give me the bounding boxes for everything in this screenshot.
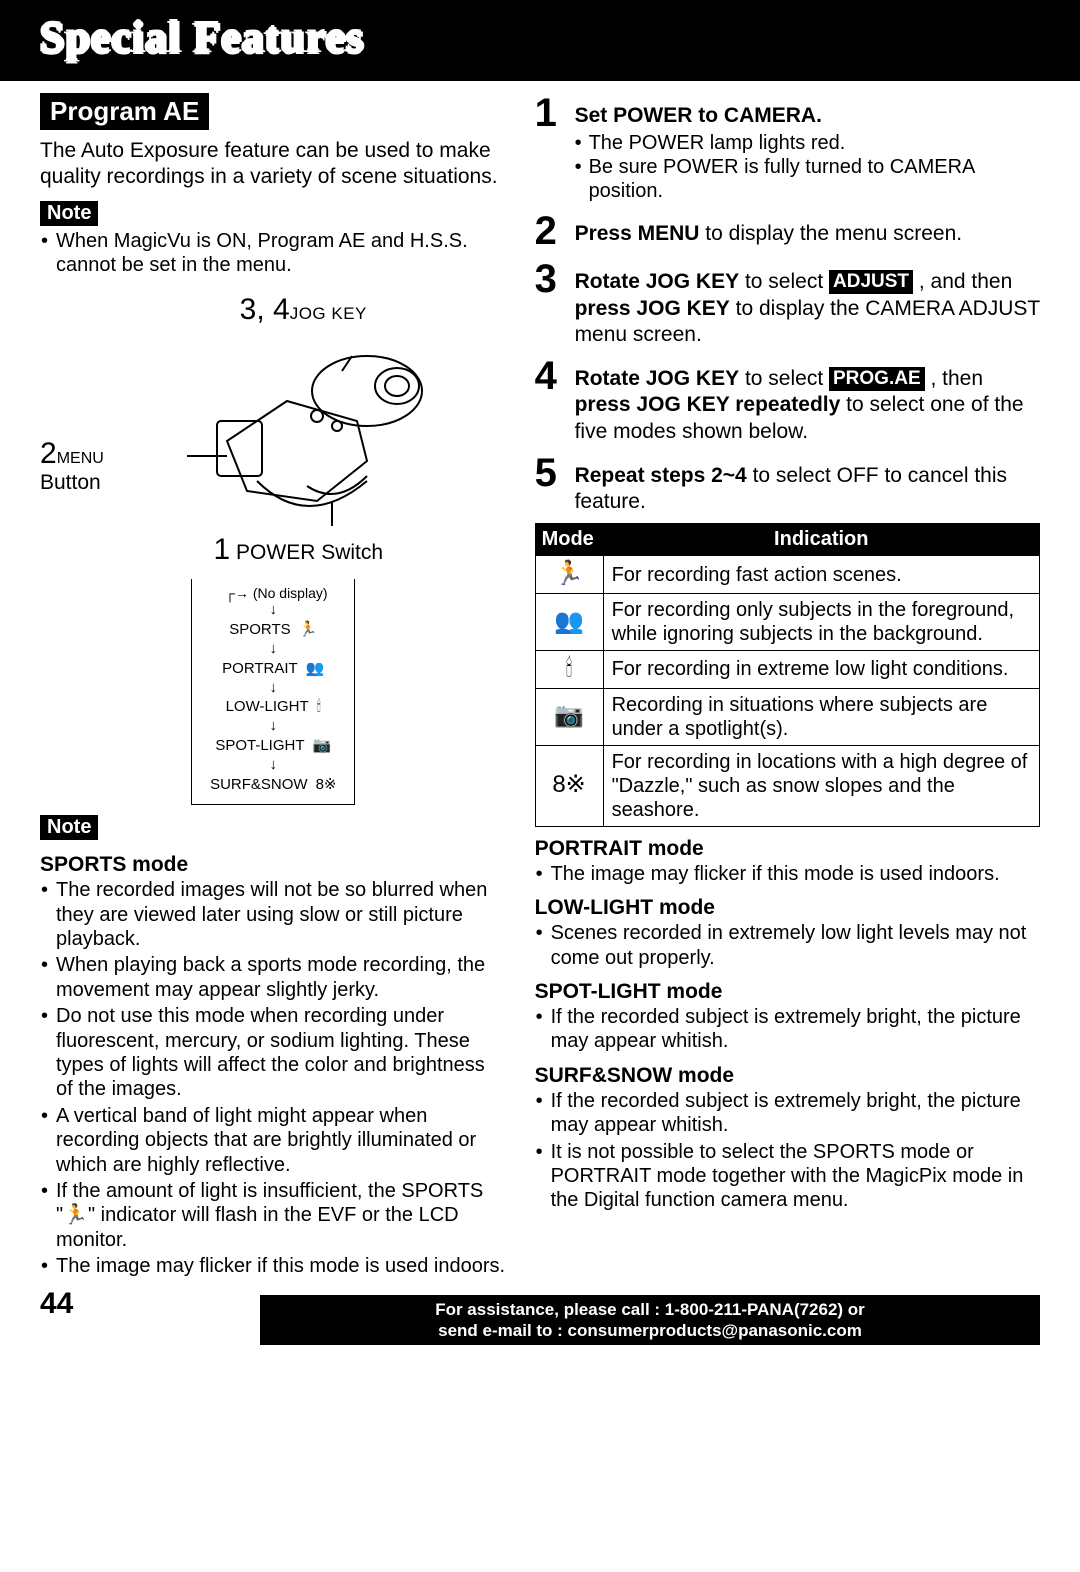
step-text: Rotate JOG KEY to select PROG.AE , then …: [575, 367, 1024, 443]
list-item: A vertical band of light might appear wh…: [40, 1104, 507, 1177]
sports-icon: 🏃: [299, 620, 318, 638]
list-item: Scenes recorded in extremely low light l…: [535, 921, 1040, 970]
list-item: If the recorded subject is extremely bri…: [535, 1005, 1040, 1054]
list-item: It is not possible to select the SPORTS …: [535, 1140, 1040, 1213]
portrait-icon: 👥: [306, 659, 325, 677]
left-column: Program AE The Auto Exposure feature can…: [40, 93, 507, 1281]
table-row: 👥 For recording only subjects in the for…: [535, 594, 1039, 651]
table-header-indication: Indication: [603, 524, 1039, 556]
note-badge-1: Note: [40, 201, 98, 226]
list-item: When playing back a sports mode recordin…: [40, 953, 507, 1002]
spotlight-heading: SPOT-LIGHT mode: [535, 980, 1040, 1004]
mode-table: Mode Indication 🏃 For recording fast act…: [535, 523, 1040, 827]
surfsnow-icon: 8※: [535, 745, 603, 826]
portrait-heading: PORTRAIT mode: [535, 837, 1040, 861]
step-text: Set POWER to CAMERA.: [575, 104, 822, 127]
spotlight-icon: 📷: [313, 736, 332, 754]
jog-key-label: 3, 4JOG KEY: [100, 293, 507, 327]
mode-notes: PORTRAIT mode The image may flicker if t…: [535, 837, 1040, 1213]
page-content: Program AE The Auto Exposure feature can…: [0, 81, 1080, 1281]
table-cell: For recording fast action scenes.: [603, 556, 1039, 594]
list-item: If the amount of light is insufficient, …: [40, 1179, 507, 1252]
table-header-mode: Mode: [535, 524, 603, 556]
assistance-footer: For assistance, please call : 1-800-211-…: [260, 1295, 1040, 1346]
step-text: Repeat steps 2~4 to select OFF to cancel…: [575, 464, 1007, 513]
page-number: 44: [40, 1287, 73, 1321]
intro-text: The Auto Exposure feature can be used to…: [40, 138, 507, 191]
table-row: 📷 Recording in situations where subjects…: [535, 688, 1039, 745]
step-text: Rotate JOG KEY to select ADJUST , and th…: [575, 270, 1040, 346]
table-cell: For recording in extreme low light condi…: [603, 651, 1039, 689]
table-row: 8※ For recording in locations with a hig…: [535, 745, 1039, 826]
sports-bullets: The recorded images will not be so blurr…: [40, 878, 507, 1278]
step-2: 2 Press MENU to display the menu screen.: [535, 211, 1040, 251]
list-item: The image may flicker if this mode is us…: [40, 1254, 507, 1278]
step-text: Press MENU to display the menu screen.: [575, 222, 963, 245]
header-title: Special Features: [40, 13, 364, 62]
camera-diagram: 3, 4JOG KEY 2MENU Button: [40, 293, 507, 805]
page-header: Special Features: [0, 0, 1080, 81]
list-item: The POWER lamp lights red.: [575, 131, 1040, 155]
footer: 44 For assistance, please call : 1-800-2…: [0, 1281, 1080, 1362]
step-4: 4 Rotate JOG KEY to select PROG.AE , the…: [535, 356, 1040, 445]
list-item: Do not use this mode when recording unde…: [40, 1004, 507, 1102]
surfsnow-heading: SURF&SNOW mode: [535, 1064, 1040, 1088]
section-title: Program AE: [40, 93, 209, 130]
sports-icon: 🏃: [535, 556, 603, 594]
camcorder-illustration: [157, 331, 457, 531]
mode-flow-diagram: ┌→ (No display) ↓ SPORTS 🏃 ↓ PORTRAIT 👥 …: [191, 579, 355, 805]
spotlight-icon: 📷: [535, 688, 603, 745]
step-3: 3 Rotate JOG KEY to select ADJUST , and …: [535, 259, 1040, 348]
table-cell: For recording in locations with a high d…: [603, 745, 1039, 826]
lowlight-icon: 🕯: [317, 698, 321, 715]
portrait-icon: 👥: [535, 594, 603, 651]
surfsnow-icon: 8※: [316, 775, 337, 793]
lowlight-icon: 🕯: [535, 651, 603, 689]
table-cell: Recording in situations where subjects a…: [603, 688, 1039, 745]
table-cell: For recording only subjects in the foreg…: [603, 594, 1039, 651]
list-item: The image may flicker if this mode is us…: [535, 862, 1040, 886]
steps-list: 1 Set POWER to CAMERA. The POWER lamp li…: [535, 93, 1040, 515]
note-badge-2: Note: [40, 815, 98, 840]
power-switch-label: 1 POWER Switch: [90, 533, 507, 567]
menu-label: 2MENU Button: [40, 437, 104, 495]
table-row: 🏃 For recording fast action scenes.: [535, 556, 1039, 594]
list-item: Be sure POWER is fully turned to CAMERA …: [575, 155, 1040, 203]
step-5: 5 Repeat steps 2~4 to select OFF to canc…: [535, 453, 1040, 516]
right-column: 1 Set POWER to CAMERA. The POWER lamp li…: [535, 93, 1040, 1281]
note1-list: When MagicVu is ON, Program AE and H.S.S…: [40, 229, 507, 278]
lowlight-heading: LOW-LIGHT mode: [535, 896, 1040, 920]
list-item: If the recorded subject is extremely bri…: [535, 1089, 1040, 1138]
step-1: 1 Set POWER to CAMERA. The POWER lamp li…: [535, 93, 1040, 203]
sports-mode-heading: SPORTS mode: [40, 853, 507, 877]
list-item: The recorded images will not be so blurr…: [40, 878, 507, 951]
list-item: When MagicVu is ON, Program AE and H.S.S…: [40, 229, 507, 278]
table-row: 🕯 For recording in extreme low light con…: [535, 651, 1039, 689]
